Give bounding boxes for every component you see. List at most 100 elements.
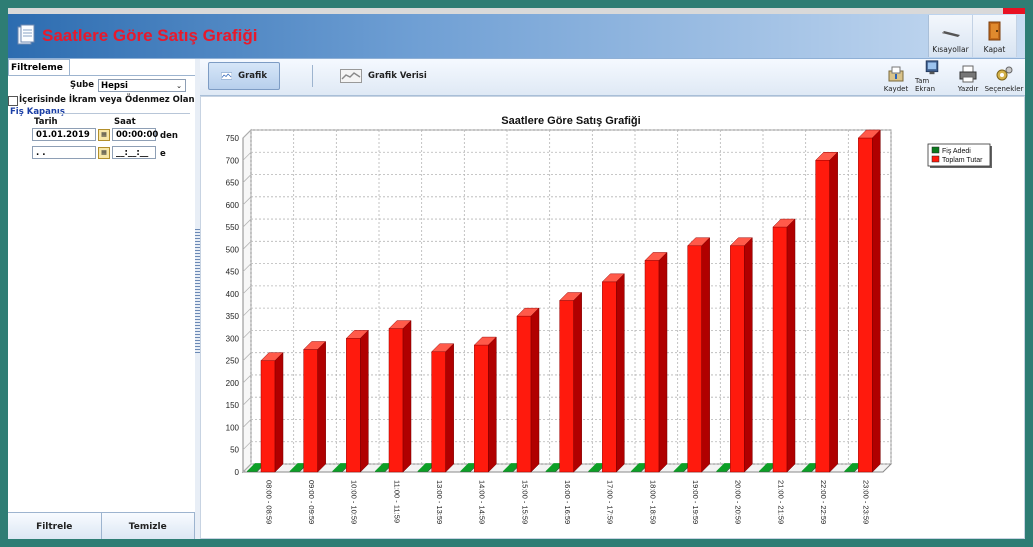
- os-title-bar: [8, 8, 1025, 14]
- y-gridline-depth: [242, 285, 252, 295]
- calendar-icon[interactable]: ▦: [98, 129, 110, 141]
- bar-fis-adedi: [759, 471, 769, 472]
- fullscreen-icon: [925, 60, 939, 75]
- x-tick-label: 16:00 - 16:59: [563, 480, 572, 524]
- y-gridline-depth: [242, 263, 252, 272]
- bar-fis-adedi-top: [332, 463, 351, 472]
- clear-button[interactable]: Temizle: [101, 513, 195, 539]
- y-gridline-depth: [242, 374, 252, 384]
- legend-swatch: [931, 155, 940, 163]
- bar-fis-adedi: [631, 471, 641, 472]
- bar-fis-adedi: [332, 471, 343, 472]
- bar-fis-adedi-top: [417, 463, 436, 472]
- branch-select[interactable]: Hepsi ⌄: [98, 79, 186, 92]
- bar-toplam-tutar: [516, 315, 532, 473]
- y-gridline-depth: [242, 218, 252, 228]
- printer-icon: [959, 65, 977, 83]
- bar-toplam-tutar: [474, 344, 489, 473]
- y-gridline-depth: [242, 307, 252, 317]
- y-tick-label: 650: [226, 179, 240, 188]
- options-button[interactable]: Seçenekler: [984, 60, 1024, 94]
- report-icon: [17, 24, 35, 45]
- y-gridline-depth: [242, 396, 252, 406]
- print-button[interactable]: Yazdır: [951, 60, 985, 94]
- bar-fis-adedi-top: [716, 463, 735, 472]
- close-page-button[interactable]: Kapat: [973, 15, 1017, 57]
- bar-toplam-tutar: [772, 226, 788, 473]
- window-close-button[interactable]: [1003, 8, 1025, 14]
- tab-chart-label: Grafik: [238, 71, 267, 81]
- bar-fis-adedi-top: [247, 463, 265, 472]
- y-tick-label: 400: [226, 290, 240, 299]
- y-tick-label: 200: [226, 379, 240, 388]
- panel-splitter[interactable]: [195, 59, 200, 539]
- save-label: Kaydet: [883, 85, 909, 93]
- complimentary-checkbox-label: İçerisinde İkram veya Ödenmez Olanlar: [19, 95, 208, 105]
- from-time-input[interactable]: 00:00:00: [112, 128, 158, 141]
- splitter-grip[interactable]: [195, 229, 200, 354]
- bar-fis-adedi: [460, 471, 471, 472]
- from-date-input[interactable]: 01.01.2019: [32, 128, 96, 141]
- bar-toplam-tutar-side: [488, 336, 497, 473]
- page-title: Saatlere Göre Satış Grafiği: [42, 26, 258, 45]
- chart-title: Saatlere Göre Satış Grafiği: [501, 115, 640, 127]
- header-button-group: Kısayollar Kapat: [928, 15, 1017, 57]
- y-gridline-depth: [242, 129, 252, 139]
- calendar-icon[interactable]: ▦: [98, 147, 110, 159]
- bar-fis-adedi: [503, 471, 513, 472]
- y-tick-label: 0: [235, 468, 240, 477]
- y-tick-label: 150: [226, 401, 240, 410]
- bar-fis-adedi-top: [631, 463, 649, 472]
- bar-fis-adedi: [545, 471, 556, 472]
- save-icon: [888, 66, 904, 82]
- tab-chart[interactable]: Grafik: [208, 62, 280, 90]
- shortcut-icon: [941, 31, 960, 37]
- bar-toplam-tutar: [815, 160, 830, 473]
- x-tick-label: 13:00 - 13:59: [435, 480, 444, 524]
- x-tick-label: 08:00 - 08:59: [264, 480, 273, 524]
- line-chart-icon: [221, 72, 233, 80]
- y-gridline-depth: [242, 463, 252, 473]
- bar-toplam-tutar: [303, 349, 318, 473]
- bar-toplam-tutar-side: [786, 218, 796, 473]
- tab-chart-data[interactable]: Grafik Verisi: [328, 62, 439, 90]
- x-tick-label: 21:00 - 21:59: [776, 480, 785, 524]
- filter-button[interactable]: Filtrele: [8, 513, 102, 539]
- bar-fis-adedi: [417, 471, 428, 472]
- legend-label: Toplam Tutar: [942, 157, 983, 164]
- y-tick-label: 100: [226, 423, 240, 432]
- main-content: Grafik Grafik Verisi Kaydet Tam Ekran Ya: [200, 59, 1025, 539]
- bar-fis-adedi: [844, 471, 855, 472]
- bar-fis-adedi-top: [673, 463, 692, 472]
- chevron-down-icon: ⌄: [176, 82, 182, 90]
- bar-fis-adedi: [375, 471, 385, 472]
- filter-tab[interactable]: Filtreleme: [8, 59, 70, 76]
- x-tick-label: 20:00 - 20:59: [734, 480, 743, 524]
- bar-toplam-tutar: [388, 328, 404, 473]
- y-tick-label: 50: [230, 446, 239, 455]
- save-button[interactable]: Kaydet: [879, 60, 913, 94]
- bar-toplam-tutar-side: [402, 319, 412, 473]
- x-tick-label: 17:00 - 17:59: [606, 480, 615, 524]
- print-label: Yazdır: [957, 85, 979, 93]
- options-label: Seçenekler: [984, 85, 1024, 93]
- bar-fis-adedi: [247, 471, 257, 472]
- y-tick-label: 300: [226, 334, 240, 343]
- bar-fis-adedi: [588, 471, 599, 472]
- close-page-label: Kapat: [983, 45, 1006, 54]
- to-date-input[interactable]: . .: [32, 146, 96, 159]
- fullscreen-button[interactable]: Tam Ekran: [915, 60, 949, 94]
- shortcuts-button[interactable]: Kısayollar: [929, 15, 973, 57]
- bar-toplam-tutar: [730, 245, 745, 473]
- y-gridline-depth: [242, 174, 252, 183]
- from-suffix: den: [160, 131, 178, 141]
- legend-box: [927, 143, 991, 167]
- bar-fis-adedi-top: [375, 463, 393, 472]
- y-tick-label: 550: [226, 223, 240, 232]
- tab-divider: [8, 75, 195, 76]
- legend-label: Fiş Adedi: [942, 148, 971, 155]
- chart-toolbar: Grafik Grafik Verisi Kaydet Tam Ekran Ya: [200, 59, 1025, 96]
- to-time-input[interactable]: __:__:__: [112, 146, 156, 159]
- bar-toplam-tutar: [260, 360, 276, 473]
- complimentary-checkbox[interactable]: [8, 96, 18, 106]
